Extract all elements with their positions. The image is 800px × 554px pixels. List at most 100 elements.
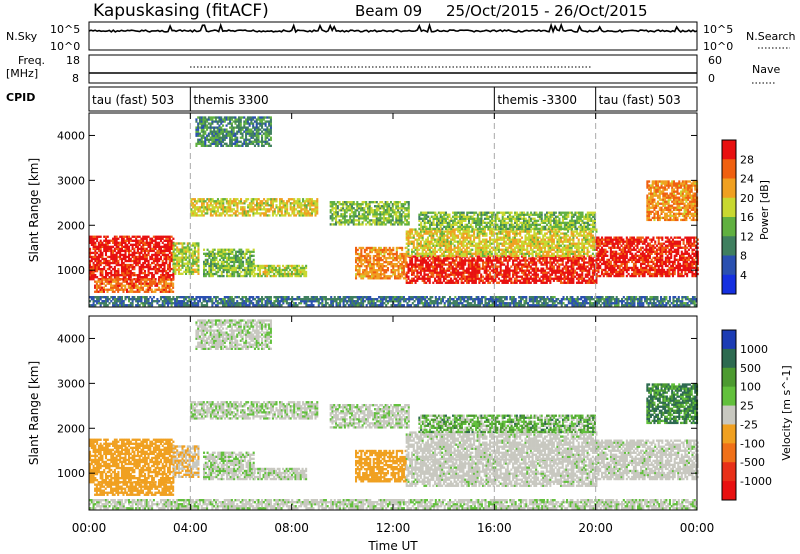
power-cell [303, 214, 306, 217]
power-cell [522, 269, 525, 272]
power-cell [103, 265, 106, 269]
power-cell [478, 252, 481, 255]
power-cell [425, 265, 428, 268]
power-cell [389, 201, 393, 204]
power-cell [439, 257, 442, 260]
power-cell [528, 271, 531, 274]
power-cell [213, 254, 216, 257]
power-cell [434, 232, 437, 235]
power-cell [293, 200, 296, 203]
power-cell [165, 288, 168, 291]
power-cell [369, 262, 372, 266]
power-cell [584, 279, 587, 282]
power-cell [236, 132, 239, 135]
power-cell [572, 255, 575, 258]
power-cell [269, 116, 272, 119]
power-cell [183, 252, 186, 255]
power-cell [250, 130, 253, 133]
power-cell [397, 273, 400, 276]
power-cell [554, 263, 557, 266]
power-cell [414, 248, 417, 251]
power-cell [202, 208, 205, 211]
power-cell [363, 213, 366, 216]
power-cell [457, 265, 460, 268]
power-cell [542, 279, 545, 282]
power-cell [188, 254, 191, 257]
power-cell [135, 245, 138, 249]
power-cell [106, 249, 109, 253]
power-cell [292, 272, 295, 276]
power-cell [250, 272, 253, 276]
power-cell [450, 250, 453, 253]
power-cell [583, 279, 586, 282]
power-cell [225, 142, 228, 145]
power-cell [203, 274, 206, 278]
power-cell [561, 277, 564, 280]
power-cell [441, 281, 444, 284]
power-cell [213, 200, 216, 203]
power-cell [400, 223, 403, 226]
power-cell [154, 259, 157, 263]
power-cell [94, 251, 97, 255]
power-cell [394, 269, 397, 272]
power-cell [349, 217, 352, 220]
power-cell [197, 254, 200, 257]
power-cell [481, 275, 484, 278]
power-cell [389, 207, 393, 210]
power-cell [528, 277, 531, 280]
power-cell [252, 208, 255, 211]
power-cell [99, 271, 102, 275]
power-cell [202, 144, 205, 147]
power-cell [285, 272, 288, 276]
power-cell [135, 243, 138, 246]
power-cell [457, 234, 460, 237]
power-cell [392, 254, 395, 258]
power-cell [545, 261, 548, 264]
power-cell [481, 252, 484, 255]
power-cell [444, 269, 447, 272]
power-cell [543, 261, 547, 264]
power-cell [410, 255, 414, 258]
power-cell [446, 244, 449, 247]
power-cell [259, 200, 262, 203]
power-cell [96, 247, 99, 251]
power-cell [165, 280, 168, 283]
power-cell [545, 265, 548, 268]
power-cell [213, 120, 216, 123]
power-cell [407, 221, 410, 224]
power-cell [179, 264, 182, 267]
power-cell [131, 243, 134, 246]
power-cell [414, 267, 417, 270]
power-cell [568, 265, 571, 268]
power-cell [494, 265, 497, 268]
power-cell [590, 263, 593, 266]
power-cell [552, 271, 555, 274]
power-cell [501, 269, 504, 272]
power-cell [391, 211, 394, 214]
power-cell [393, 209, 396, 212]
power-cell [354, 211, 357, 214]
power-cell [533, 275, 536, 278]
power-cell [577, 273, 580, 276]
power-cell [343, 213, 346, 216]
power-cell [269, 118, 272, 121]
power-cell [285, 266, 288, 270]
power-cell [451, 248, 454, 251]
power-cell [96, 235, 99, 238]
power-cell [193, 206, 196, 209]
power-cell [444, 240, 447, 243]
power-cell [402, 271, 405, 274]
power-cell [226, 262, 229, 266]
power-cell [474, 250, 477, 253]
power-cell [97, 284, 100, 287]
power-cell [247, 266, 250, 270]
power-cell [307, 198, 310, 201]
power-cell [363, 260, 366, 264]
power-cell [220, 144, 223, 147]
power-cell [372, 269, 375, 272]
power-cell [90, 235, 93, 238]
power-cell [183, 262, 186, 265]
power-cell [101, 267, 104, 271]
power-cell [124, 243, 127, 246]
power-cell [136, 259, 139, 263]
